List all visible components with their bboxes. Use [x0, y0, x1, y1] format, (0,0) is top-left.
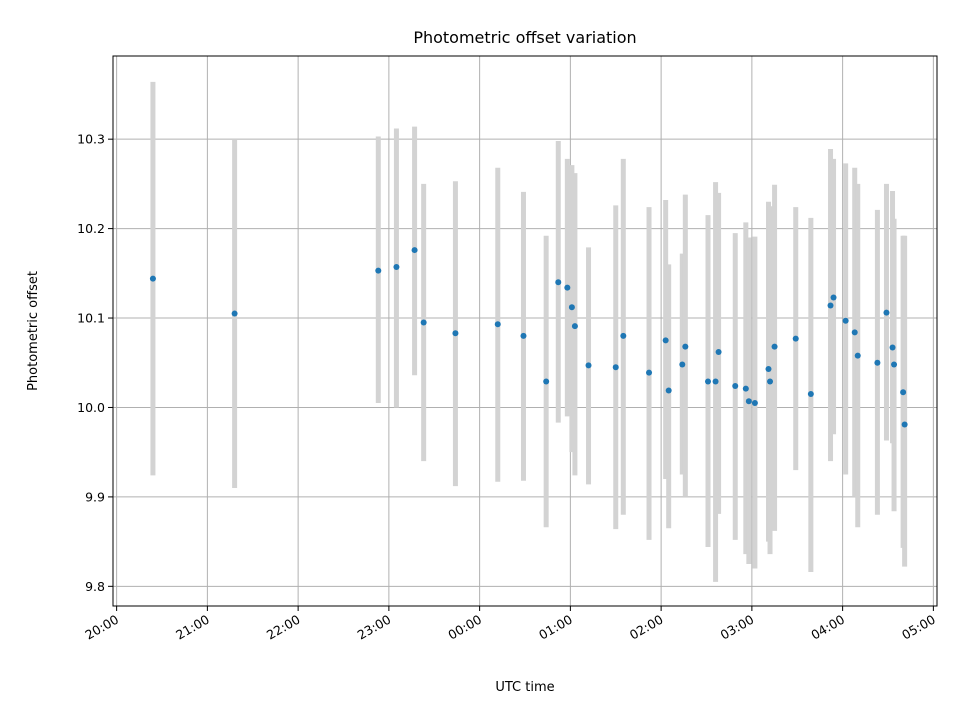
data-point [555, 279, 562, 286]
y-tick-label: 10.2 [77, 221, 105, 236]
data-point [745, 398, 752, 405]
data-point [715, 349, 722, 356]
data-point [375, 267, 382, 274]
data-point [842, 317, 849, 324]
data-point [889, 344, 896, 351]
data-point [883, 309, 890, 316]
data-point [662, 337, 669, 344]
x-tick-label: 05:00 [899, 612, 938, 643]
data-point [620, 332, 627, 339]
data-point [771, 343, 778, 350]
data-point [792, 335, 799, 342]
data-point [520, 332, 527, 339]
y-tick-label: 9.9 [85, 489, 105, 504]
plot-frame [112, 55, 938, 607]
data-point [679, 361, 686, 368]
data-point [851, 329, 858, 336]
data-point [149, 275, 156, 282]
data-point [568, 304, 575, 311]
data-point [393, 264, 400, 271]
data-point [891, 361, 898, 368]
data-point [900, 389, 907, 396]
data-point [682, 343, 689, 350]
data-point [231, 310, 238, 317]
x-tick-label: 21:00 [173, 612, 212, 643]
data-point [612, 364, 619, 371]
data-point [874, 359, 881, 366]
y-tick-label: 9.8 [85, 579, 105, 594]
x-tick-label: 23:00 [355, 612, 394, 643]
x-tick-label: 00:00 [445, 612, 484, 643]
data-point [712, 378, 719, 385]
data-point [807, 391, 814, 398]
x-tick-label: 03:00 [718, 612, 757, 643]
data-point [646, 369, 653, 376]
x-tick-label: 20:00 [82, 612, 121, 643]
data-point [452, 330, 459, 337]
data-point [411, 247, 418, 254]
y-axis-label: Photometric offset [26, 271, 41, 391]
data-point [767, 378, 774, 385]
data-point [705, 378, 712, 385]
x-axis-label: UTC time [495, 680, 554, 695]
x-tick-label: 01:00 [536, 612, 575, 643]
data-point [742, 385, 749, 392]
data-point [751, 399, 758, 406]
data-point [827, 302, 834, 309]
data-point [901, 421, 908, 428]
data-point [564, 284, 571, 291]
x-tick-label: 02:00 [627, 612, 666, 643]
data-point [420, 319, 427, 326]
data-point [585, 362, 592, 369]
data-point [854, 352, 861, 359]
data-point [765, 366, 772, 373]
error-bars [150, 81, 908, 582]
x-tick-label: 22:00 [264, 612, 303, 643]
y-tick-label: 10.0 [77, 400, 105, 415]
data-point [665, 387, 672, 394]
data-point [830, 294, 837, 301]
y-axis: 9.8 9.9 10.0 10.1 10.2 10.3 [77, 132, 113, 594]
y-tick-label: 10.3 [77, 132, 105, 147]
x-tick-label: 04:00 [808, 612, 847, 643]
data-point [571, 323, 578, 330]
data-point [543, 378, 550, 385]
data-points [149, 247, 908, 428]
y-tick-label: 10.1 [77, 311, 105, 326]
x-axis: 20:00 21:00 22:00 23:00 00:00 01:00 02:00 03:00… [82, 606, 938, 643]
data-point [494, 321, 501, 328]
chart-title: Photometric offset variation [413, 28, 636, 47]
data-point [732, 383, 739, 389]
